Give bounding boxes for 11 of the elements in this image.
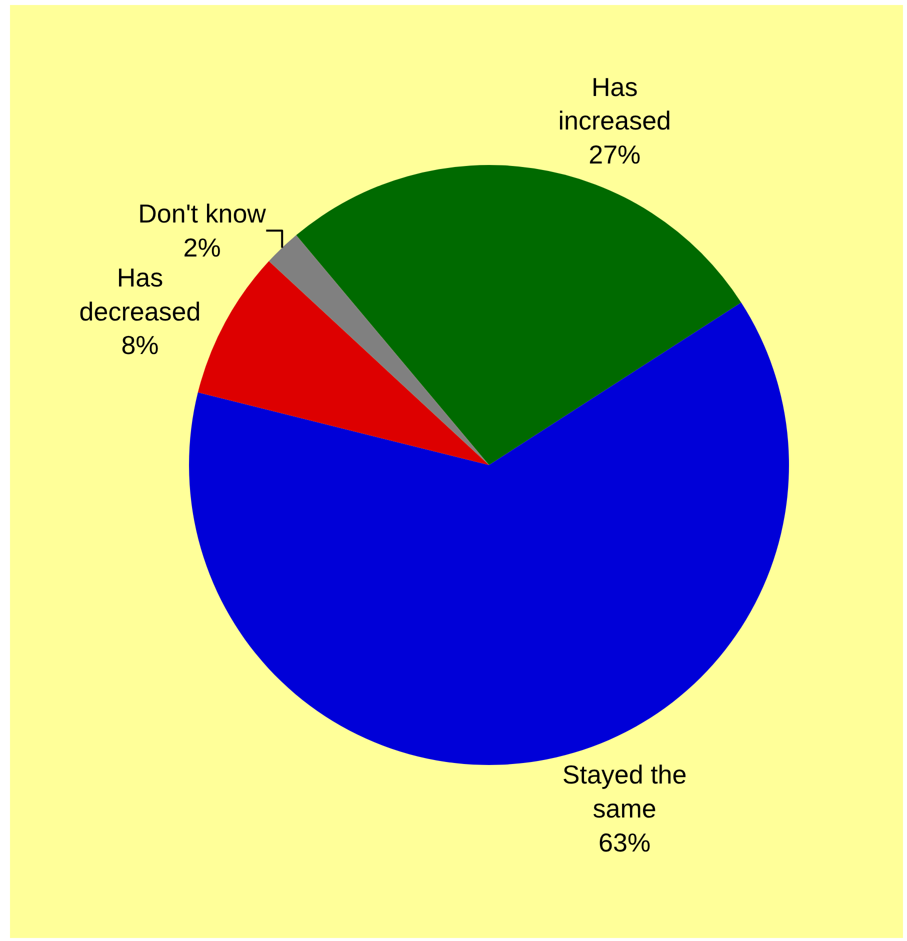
data-label: 27% xyxy=(588,139,641,170)
pie-slice xyxy=(198,261,489,465)
data-label: 2% xyxy=(183,232,221,262)
pie-slice xyxy=(268,235,489,465)
data-label: 8% xyxy=(121,330,159,360)
slice-label: Has decreased xyxy=(79,262,201,326)
slice-label: Has increased xyxy=(558,72,671,136)
pie-slice xyxy=(296,165,742,465)
slice-label: Don't know xyxy=(138,198,266,229)
slice-label: Stayed the same xyxy=(562,760,687,824)
data-label: 63% xyxy=(598,827,651,858)
